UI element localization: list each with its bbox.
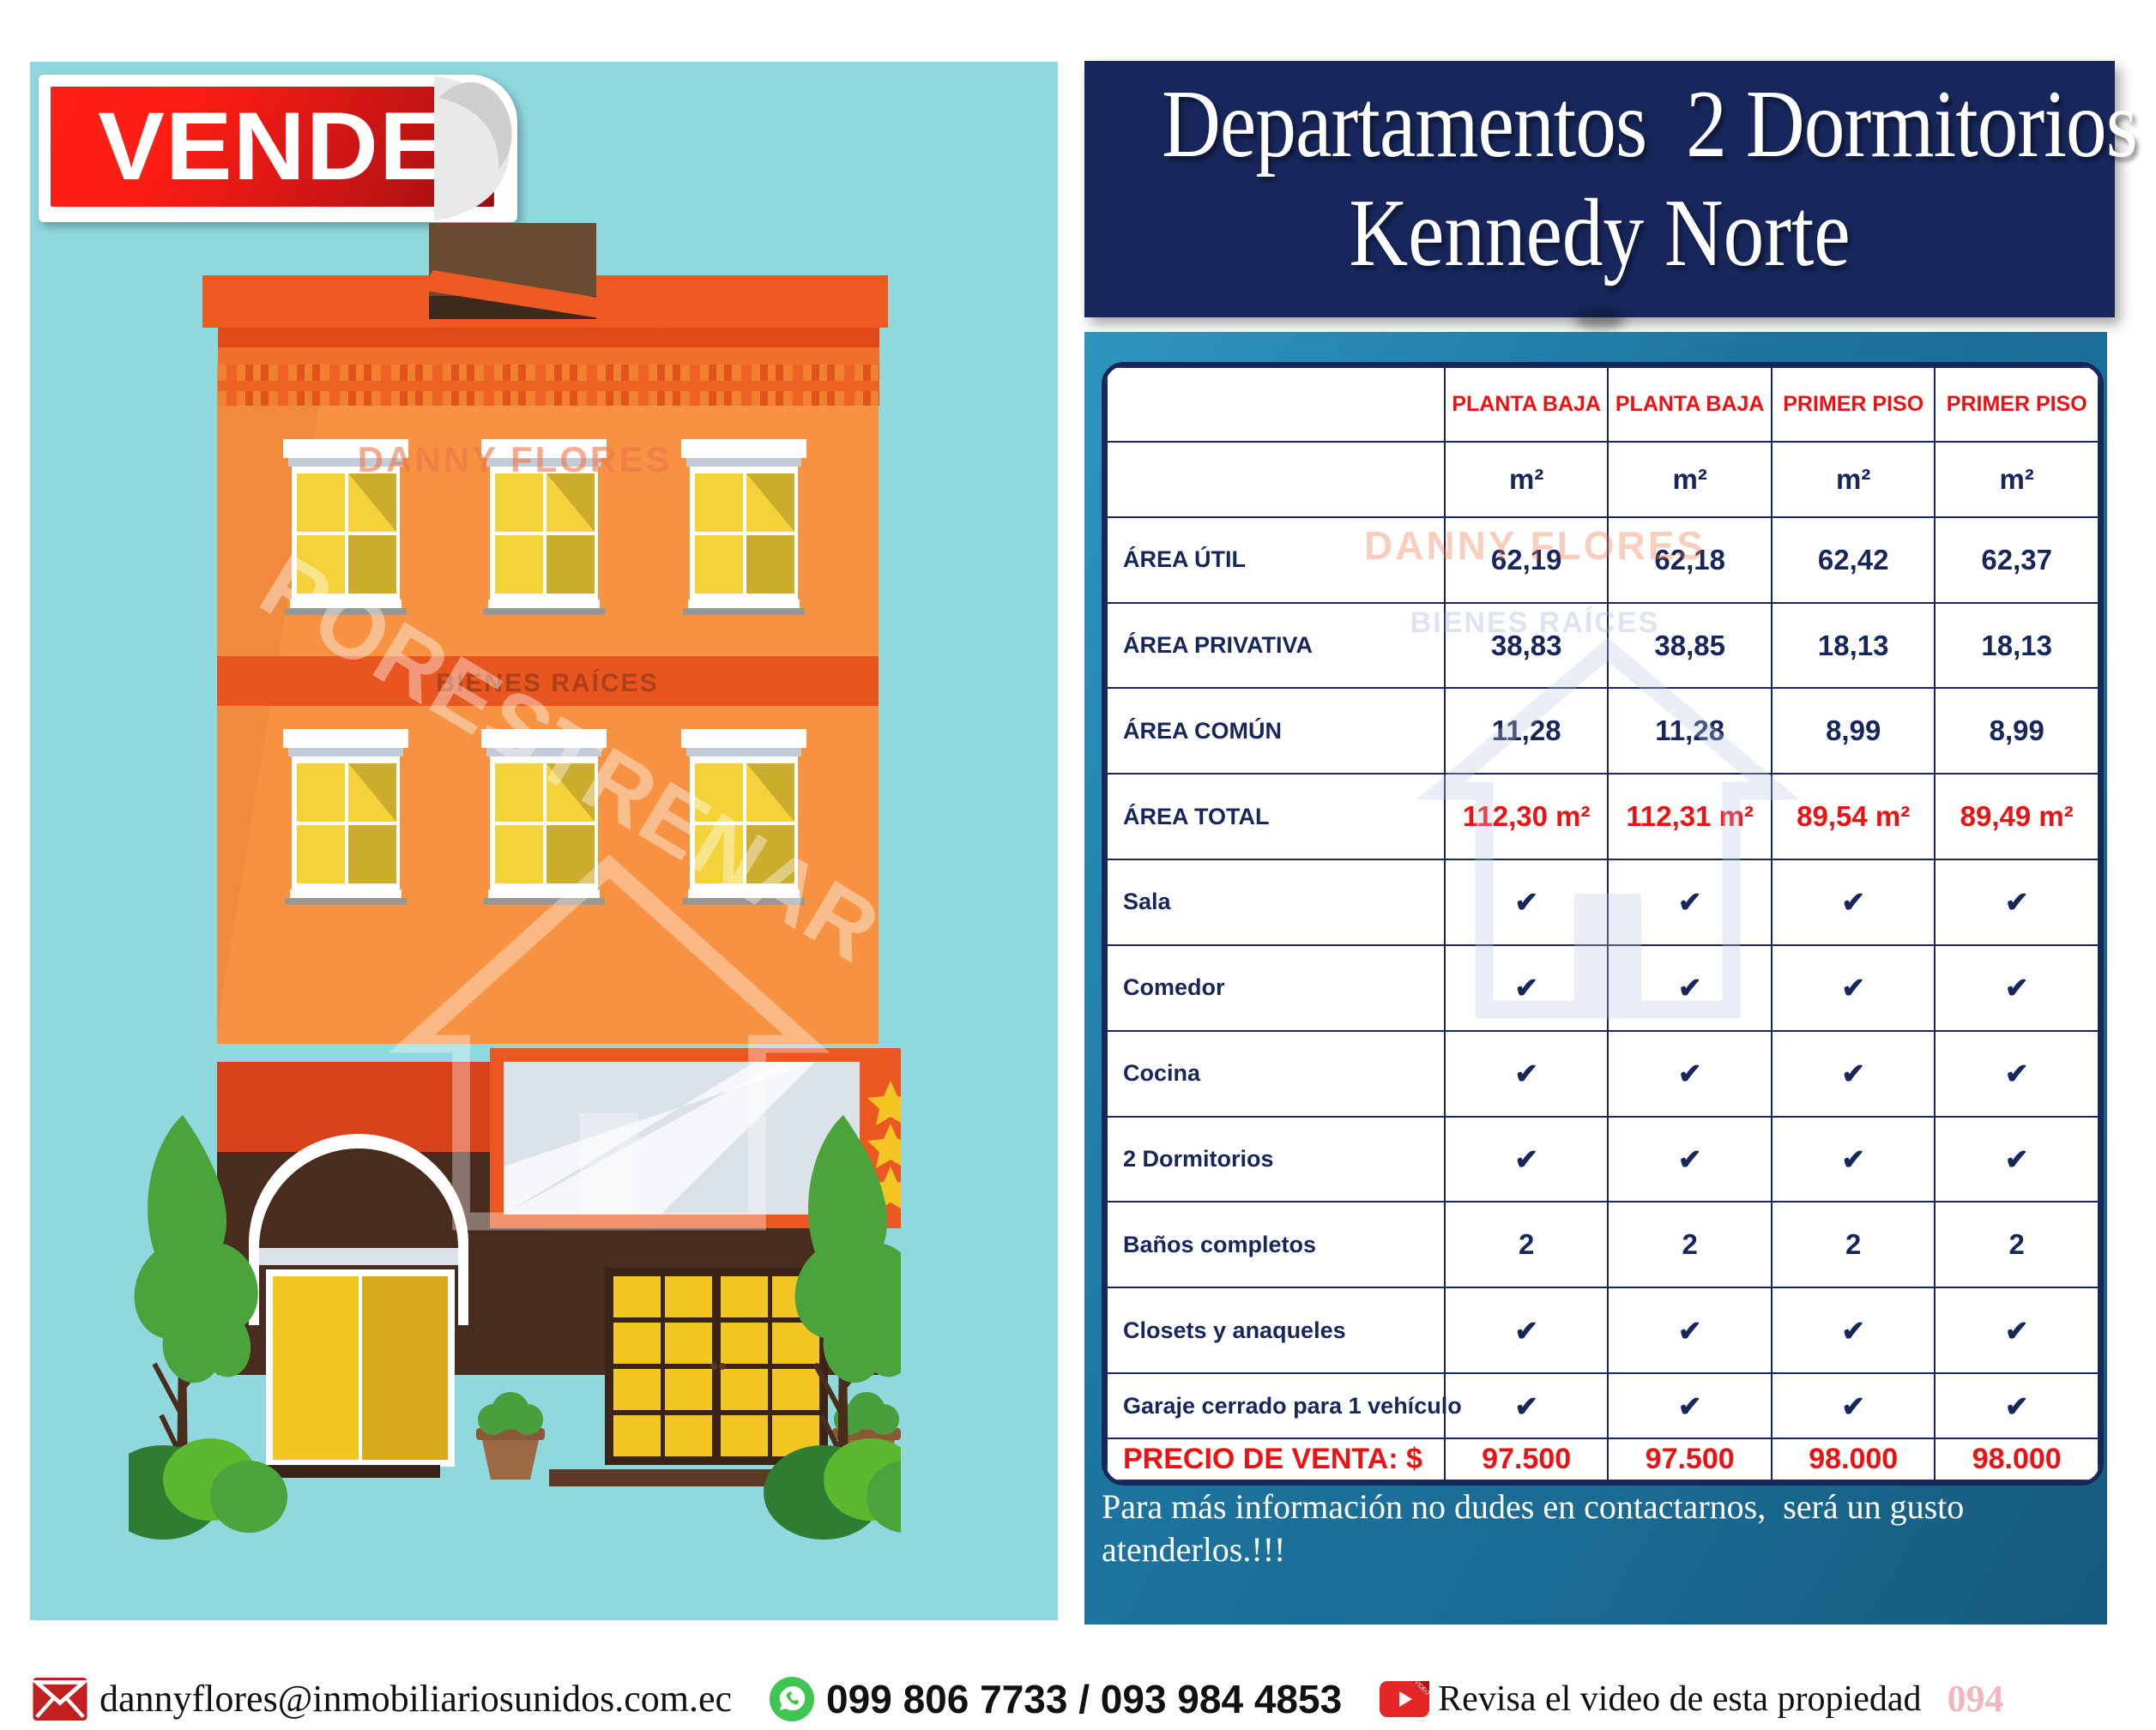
svg-text:DANNY FLORES: DANNY FLORES: [358, 439, 673, 479]
